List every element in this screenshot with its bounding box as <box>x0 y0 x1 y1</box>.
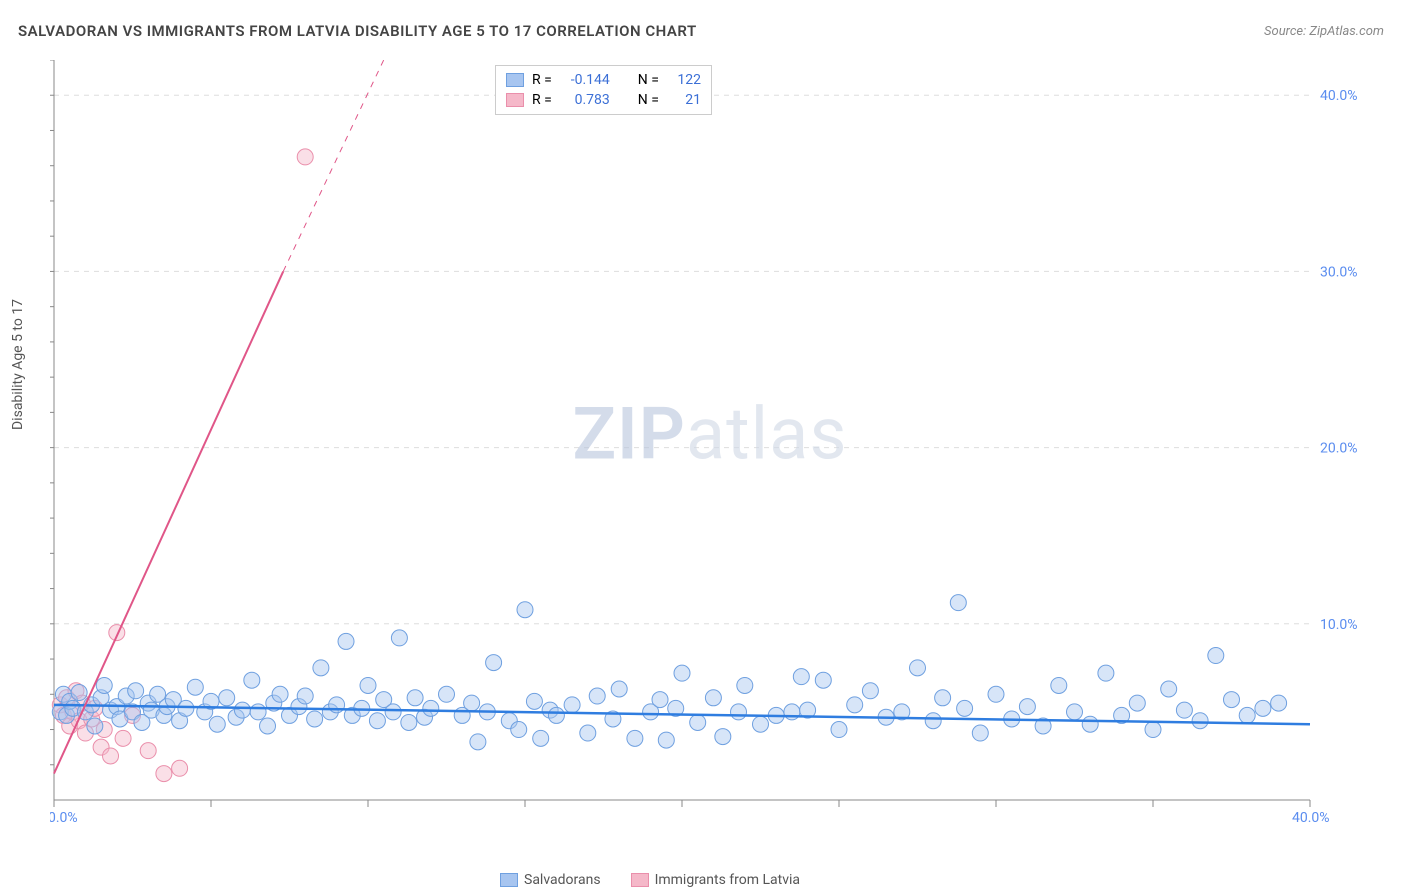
n-label: N = <box>638 92 659 108</box>
swatch-salvadorans <box>500 873 518 887</box>
r-value-salvadorans: -0.144 <box>560 72 610 88</box>
n-value-salvadorans: 122 <box>667 72 701 88</box>
chart-title: SALVADORAN VS IMMIGRANTS FROM LATVIA DIS… <box>18 22 697 40</box>
svg-text:10.0%: 10.0% <box>1320 617 1358 633</box>
svg-text:40.0%: 40.0% <box>1320 88 1358 104</box>
legend-label: Salvadorans <box>524 872 601 888</box>
r-value-latvia: 0.783 <box>560 92 610 108</box>
swatch-latvia <box>506 93 524 107</box>
n-label: N = <box>638 72 659 88</box>
svg-text:0.0%: 0.0% <box>50 810 78 826</box>
legend-item-latvia: Immigrants from Latvia <box>631 872 800 888</box>
scatter-chart: 10.0% 20.0% 30.0% 40.0% 0.0% 40.0% <box>50 60 1370 840</box>
legend-item-salvadorans: Salvadorans <box>500 872 601 888</box>
plot-area: 10.0%20.0%30.0%40.0%0.0%40.0% ZIPatlas R… <box>50 60 1370 840</box>
svg-text:40.0%: 40.0% <box>1292 810 1330 826</box>
source-attribution: Source: ZipAtlas.com <box>1264 24 1384 39</box>
swatch-latvia <box>631 873 649 887</box>
r-label: R = <box>532 72 552 88</box>
legend-row-latvia: R = 0.783 N = 21 <box>506 90 701 110</box>
series-legend: Salvadorans Immigrants from Latvia <box>500 872 800 888</box>
svg-text:30.0%: 30.0% <box>1320 264 1358 280</box>
n-value-latvia: 21 <box>667 92 701 108</box>
swatch-salvadorans <box>506 73 524 87</box>
legend-row-salvadorans: R = -0.144 N = 122 <box>506 70 701 90</box>
correlation-legend: R = -0.144 N = 122 R = 0.783 N = 21 <box>495 65 712 115</box>
r-label: R = <box>532 92 552 108</box>
svg-text:20.0%: 20.0% <box>1320 441 1358 457</box>
y-axis-label: Disability Age 5 to 17 <box>10 299 26 430</box>
legend-label: Immigrants from Latvia <box>655 872 800 888</box>
